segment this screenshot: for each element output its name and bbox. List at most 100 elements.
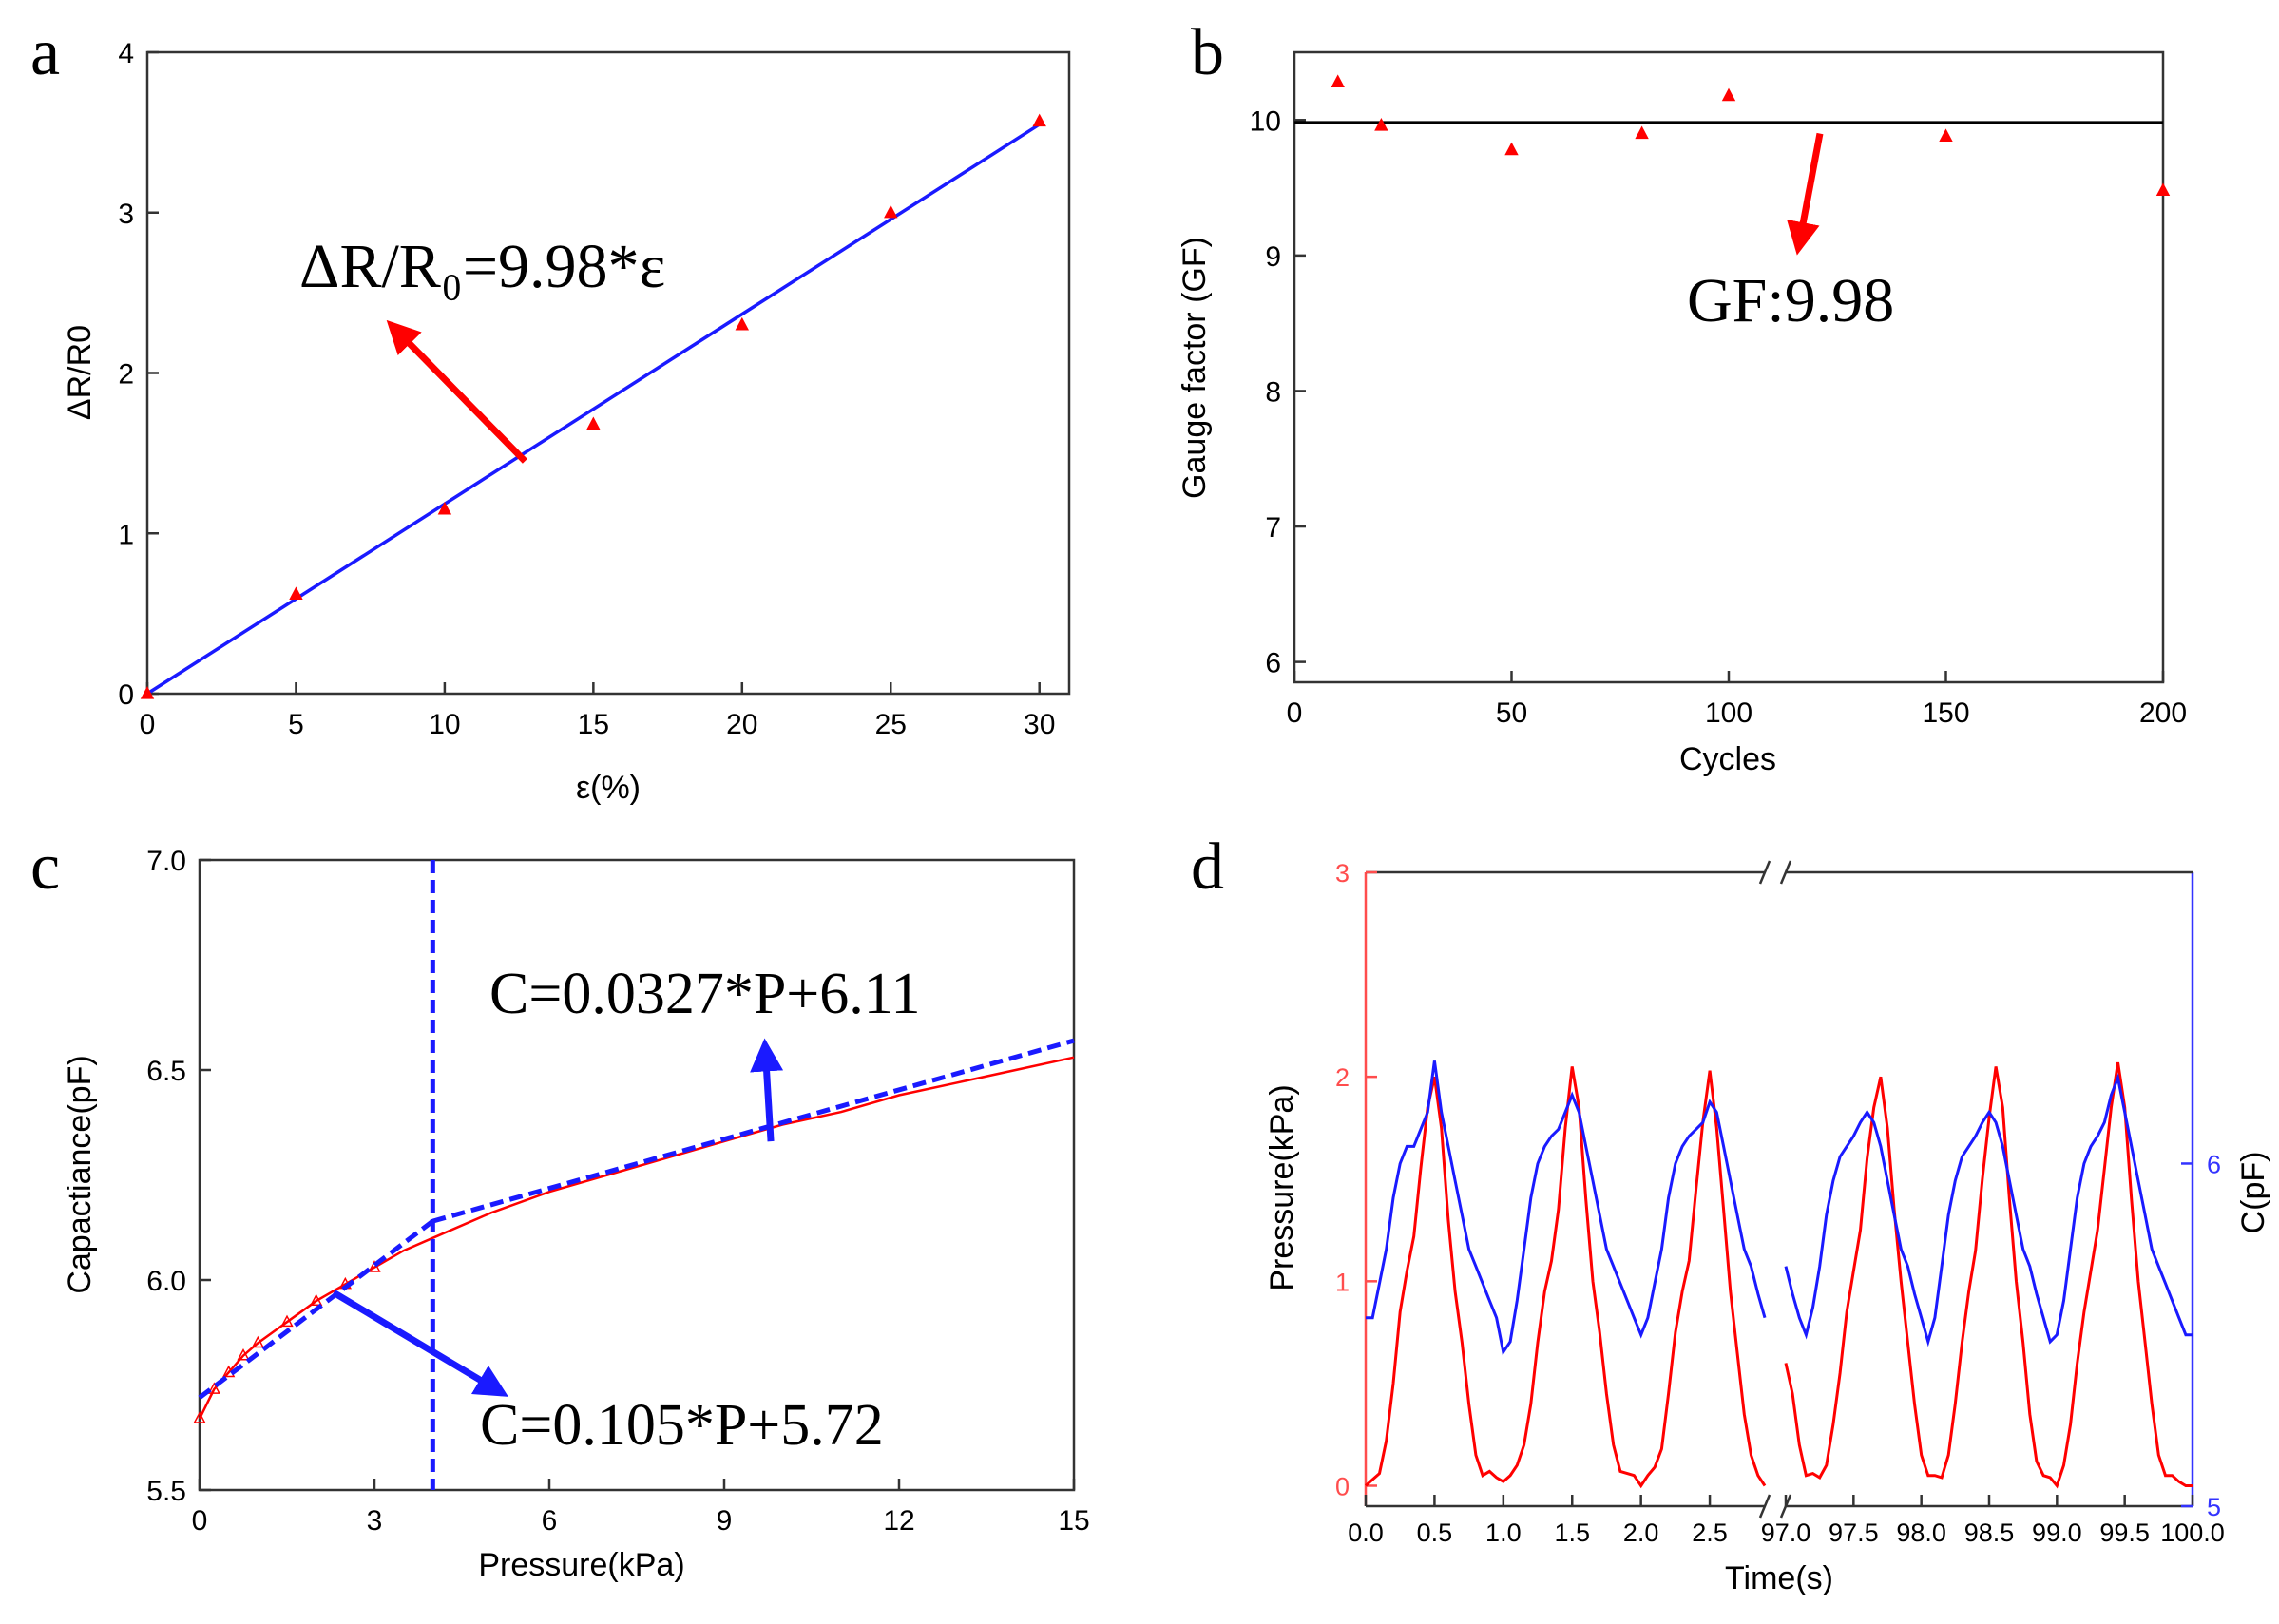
- panel-c-data-point: [280, 1314, 294, 1328]
- panel-a-ylabel: ΔR/R0: [62, 325, 98, 420]
- panel-b-annotation: GF:9.98: [1687, 266, 1894, 335]
- panel-a-ytick-label: 2: [118, 359, 134, 391]
- panel-d-xtick-label: 2.0: [1623, 1519, 1659, 1547]
- panel-d-xtick-label: 98.5: [1964, 1519, 2015, 1547]
- panel-a-xlabel: ε(%): [576, 770, 641, 806]
- panel-c-measured-line: [198, 1056, 1075, 1420]
- panel-c-annotation-2: C=0.105*P+5.72: [480, 1393, 884, 1458]
- panel-a-data-point: [735, 316, 750, 331]
- panel-c-ytick-label: 5.5: [146, 1476, 186, 1507]
- panel-b-frame: [1293, 50, 2165, 684]
- panel-b-ytick-label: 9: [1265, 241, 1281, 273]
- panel-b-data-point: [1635, 125, 1649, 140]
- panel-c-xtick-label: 15: [1058, 1505, 1089, 1537]
- panel-d-ylabel: Pressure(kPa): [1264, 1084, 1300, 1290]
- panel-c-data-point: [207, 1382, 220, 1394]
- panel-c-data-point: [193, 1411, 206, 1423]
- panel-a-ytick-label: 3: [118, 199, 134, 230]
- panel-d-xlabel: Time(s): [1725, 1560, 1833, 1596]
- panel-d-y2tick-label: 6: [2207, 1150, 2221, 1178]
- panel-c-data-point: [251, 1335, 264, 1348]
- panel-c-ytick-label: 7.0: [146, 846, 186, 877]
- panel-c-xtick-label: 9: [717, 1505, 733, 1537]
- panel-a-ytick-label: 0: [118, 679, 134, 711]
- panel-c-chart: 0 3 6 9 12 15 5.5 6.0 6.5 7.0 Pressure(kPa) Capac…: [62, 846, 1090, 1583]
- panel-label-d: d: [1191, 831, 1224, 904]
- panel-d-y2tick-label: 5: [2207, 1493, 2221, 1521]
- panel-label-c: c: [30, 831, 60, 904]
- panel-d-ytick-label: 2: [1335, 1063, 1350, 1092]
- panel-c-ytick-label: 6.5: [146, 1056, 186, 1087]
- panel-b-data-point: [1939, 128, 1953, 142]
- panel-c-data-point: [310, 1293, 323, 1307]
- panel-d-xtick-label: 2.5: [1692, 1519, 1728, 1547]
- panel-b-ylabel: Gauge factor (GF): [1177, 237, 1213, 499]
- panel-b-data-point: [1721, 87, 1736, 102]
- panel-d-pressure-line: [1784, 1061, 2193, 1489]
- panel-b-xlabel: Cycles: [1679, 741, 1776, 777]
- panel-b-chart: 0 50 100 150 200 6 7 8 9 10 Cycles Gauge factor (…: [1177, 50, 2187, 777]
- panel-a-data-point: [437, 501, 452, 515]
- panel-c-fit-line: [198, 1219, 434, 1400]
- panel-d-ytick-label: 0: [1335, 1472, 1350, 1500]
- panel-d-xtick-label: 97.0: [1761, 1519, 1811, 1547]
- panel-label-a: a: [30, 16, 60, 89]
- panel-a-xtick-label: 10: [429, 709, 460, 740]
- panel-b-annotation-arrow: [1787, 132, 1824, 256]
- panel-b-xtick-label: 150: [1922, 697, 1969, 729]
- panel-d-xtick-label: 0.0: [1348, 1519, 1384, 1547]
- panel-d-xtick-label: 99.0: [2032, 1519, 2082, 1547]
- panel-d-xtick-label: 98.0: [1896, 1519, 1946, 1547]
- panel-d-break-top: [1758, 860, 1792, 885]
- panel-a-ytick-label: 4: [118, 38, 134, 69]
- panel-a-xtick-label: 20: [726, 709, 757, 740]
- panel-d-pressure-line: [1364, 1066, 1767, 1489]
- panel-a-data-point: [586, 416, 601, 430]
- panel-b-data-point: [2155, 182, 2171, 197]
- panel-a-data-point: [140, 686, 155, 699]
- panel-d-xtick-label: 1.5: [1554, 1519, 1590, 1547]
- panel-c-xtick-label: 0: [192, 1505, 208, 1537]
- panel-a-frame: [145, 50, 1071, 696]
- panel-d-xtick-label: 0.5: [1417, 1519, 1453, 1547]
- panel-b-data-point: [1331, 74, 1345, 87]
- panel-b-ytick-label: 7: [1265, 512, 1281, 544]
- panel-a-annotation: ΔR/R₀=9.98*ε: [299, 232, 665, 301]
- panel-a-xtick-label: 0: [140, 709, 156, 740]
- panel-c-ytick-label: 6.0: [146, 1266, 186, 1297]
- panel-a-data-point: [289, 586, 303, 600]
- panel-b-ytick-label: 8: [1265, 376, 1281, 408]
- panel-b-data-point: [1374, 117, 1388, 131]
- panel-a-ytick-label: 1: [118, 519, 134, 550]
- panel-c-xtick-label: 12: [883, 1505, 914, 1537]
- panel-b-xtick-label: 0: [1287, 697, 1303, 729]
- panel-d-capacitance-line: [1366, 1060, 1767, 1356]
- panel-label-b: b: [1191, 16, 1224, 89]
- panel-d-y2label: C(pF): [2235, 1152, 2271, 1234]
- panel-d-ytick-label: 1: [1335, 1268, 1350, 1296]
- panel-c-annotation-1: C=0.0327*P+6.11: [489, 962, 920, 1026]
- panel-c-xtick-label: 6: [542, 1505, 558, 1537]
- panel-c-annotation-arrow-1: [750, 1038, 784, 1142]
- panel-a-data-point: [1032, 113, 1046, 127]
- panel-b-xtick-label: 200: [2139, 697, 2187, 729]
- panel-b-xtick-label: 50: [1496, 697, 1527, 729]
- panel-d-ytick-label: 3: [1335, 859, 1350, 888]
- panel-a-fit-line: [146, 123, 1041, 696]
- panel-b-ytick-label: 6: [1265, 648, 1281, 679]
- panel-a-xtick-label: 5: [288, 709, 304, 740]
- panel-a-xtick-label: 15: [578, 709, 609, 740]
- panel-a-xtick-label: 30: [1024, 709, 1055, 740]
- panel-c-data-point: [368, 1260, 381, 1272]
- panel-c-frame: [198, 858, 1076, 1492]
- panel-b-ytick-label: 10: [1250, 105, 1281, 137]
- panel-c-fit-line: [431, 1038, 1075, 1224]
- panel-d-xtick-label: 1.0: [1485, 1519, 1522, 1547]
- panel-d-chart: 0.0 0.5 1.0 1.5 2.0 2.5 97.0 97.5 98.0 98.5 99.0 99…: [1264, 859, 2271, 1596]
- panel-c-ylabel: Capactiance(pF): [62, 1055, 98, 1293]
- panel-a-annotation-arrow: [386, 319, 527, 464]
- panel-c-xtick-label: 3: [367, 1505, 383, 1537]
- panel-d-xtick-label: 99.5: [2099, 1519, 2150, 1547]
- panel-d-capacitance-line: [1784, 1072, 2193, 1347]
